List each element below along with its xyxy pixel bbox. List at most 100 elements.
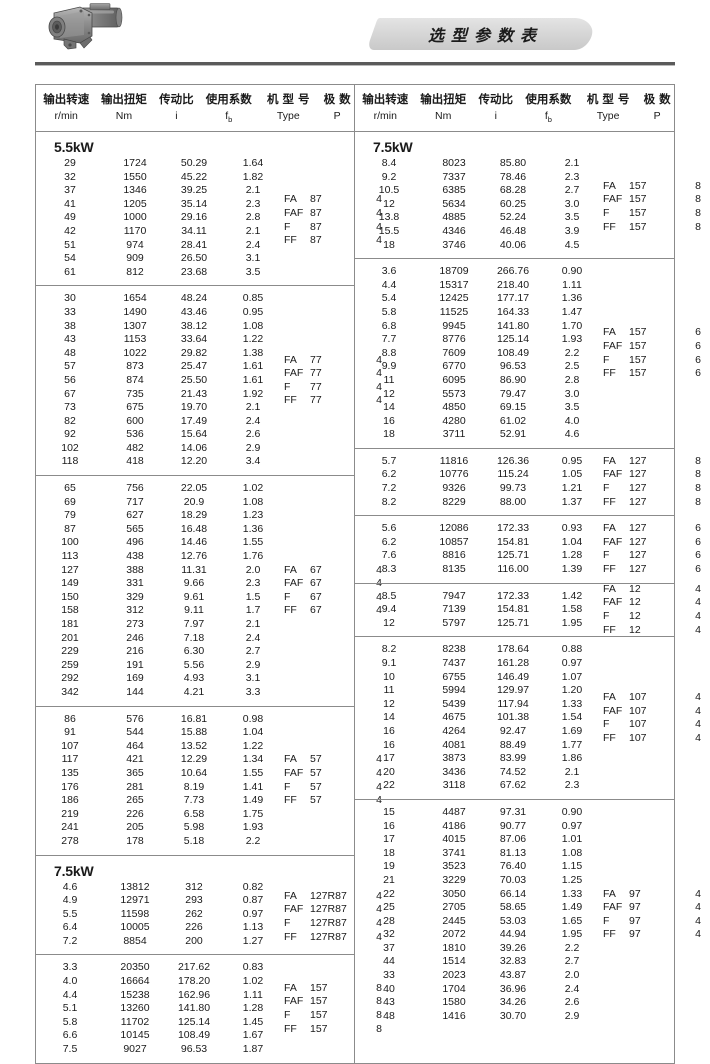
model-poles: 4 <box>695 582 701 595</box>
cell-output-torque: 312 <box>126 604 144 617</box>
data-rows: 86 576 16.81 0.98 91 544 15.88 1.04 107 464 13.52 1… <box>36 713 354 849</box>
cell-output-torque: 10857 <box>439 535 469 548</box>
cell-output-speed: 13.8 <box>378 211 400 224</box>
cell-ratio: 48.24 <box>180 292 208 305</box>
cell-ratio: 33.64 <box>180 333 208 346</box>
cell-output-speed: 17 <box>383 833 395 846</box>
model-prefix: FA <box>603 582 616 595</box>
cell-service-factor: 1.64 <box>242 157 264 169</box>
cell-ratio: 39.25 <box>180 184 208 197</box>
table-row: 67 735 21.43 1.92 <box>36 388 354 402</box>
cell-output-torque: 812 <box>126 265 144 278</box>
table-row: 6.4 10005 226 1.13 <box>36 921 354 935</box>
table-row: 176 281 8.19 1.41 <box>36 781 354 795</box>
cell-output-torque: 717 <box>126 495 144 508</box>
model-prefix: F <box>603 549 610 562</box>
cell-ratio: 60.25 <box>499 197 527 210</box>
cell-output-torque: 281 <box>126 780 144 793</box>
table-row: 9.1 7437 161.28 0.97 <box>355 657 674 671</box>
cell-service-factor: 1.02 <box>242 482 264 495</box>
model-prefix: FF <box>603 495 616 508</box>
cell-output-speed: 11 <box>383 373 395 386</box>
cell-output-speed: 49 <box>64 211 76 224</box>
cell-output-speed: 32 <box>64 170 76 183</box>
cell-service-factor: 1.36 <box>242 522 264 535</box>
table-row: 82 600 17.49 2.4 <box>36 415 354 429</box>
cell-output-speed: 186 <box>61 794 79 807</box>
cell-service-factor: 2.3 <box>245 197 261 210</box>
cell-ratio: 125.14 <box>177 1015 211 1028</box>
model-size: 97 <box>629 914 641 927</box>
cell-output-torque: 2445 <box>442 914 466 927</box>
cell-output-speed: 241 <box>61 821 79 834</box>
table-row: 56 874 25.50 1.61 <box>36 374 354 388</box>
cell-service-factor: 2.6 <box>245 428 261 441</box>
cell-output-speed: 201 <box>61 631 79 644</box>
cell-output-speed: 69 <box>64 495 76 508</box>
model-prefix: F <box>603 718 610 731</box>
model-size: 157 <box>629 220 647 233</box>
table-column-left: 输出转速 输出扭矩 传动比 使用系数 机 型 号极 数 r/min Nm i fb Type P 5.… <box>36 85 382 1063</box>
cell-output-speed: 292 <box>61 672 79 685</box>
cell-output-speed: 6.2 <box>381 468 397 481</box>
cell-service-factor: 0.85 <box>242 292 264 305</box>
header-model-en: Type <box>596 110 620 122</box>
cell-ratio: 146.49 <box>496 670 530 683</box>
table-header-cn: 输出转速 输出扭矩 传动比 使用系数机 型 号极 数 <box>355 91 674 107</box>
cell-service-factor: 0.97 <box>561 657 583 669</box>
cell-service-factor: 2.1 <box>245 184 261 197</box>
model-size: 57 <box>310 780 322 793</box>
header-poles-symbol: P <box>333 110 341 122</box>
cell-output-speed: 342 <box>61 685 79 698</box>
cell-service-factor: 4.5 <box>564 238 580 251</box>
cell-output-speed: 11 <box>383 684 395 697</box>
cell-service-factor: 1.07 <box>561 670 583 683</box>
model-poles: 4 <box>695 690 701 703</box>
cell-ratio: 97.31 <box>499 805 527 818</box>
table-row: 118 418 12.20 3.4 <box>36 455 354 469</box>
model-poles: 4 <box>376 794 382 807</box>
model-size: 87 <box>310 193 322 206</box>
cell-service-factor: 2.3 <box>564 779 580 792</box>
cell-output-speed: 44 <box>383 955 395 968</box>
table-row: 10 6755 146.49 1.07 <box>355 671 674 685</box>
cell-service-factor: 1.22 <box>242 333 264 346</box>
model-prefix: FF <box>603 623 616 636</box>
cell-ratio: 312 <box>185 880 203 893</box>
cell-service-factor: 1.75 <box>242 807 264 820</box>
cell-output-speed: 86 <box>64 712 76 725</box>
cell-output-speed: 7.7 <box>381 333 397 346</box>
table-row: 186 265 7.73 1.49 <box>36 794 354 808</box>
cell-output-speed: 9.2 <box>381 170 397 183</box>
model-row: FF 97 4 <box>603 928 710 942</box>
cell-ratio: 85.80 <box>499 157 527 169</box>
model-prefix: FA <box>603 454 616 467</box>
model-row: F 157 8 <box>603 207 710 221</box>
model-size: 57 <box>310 794 322 807</box>
cell-ratio: 178.64 <box>496 643 530 656</box>
table-row: 7.2 8854 200 1.27 <box>36 935 354 949</box>
cell-ratio: 52.24 <box>499 211 527 224</box>
table-row: 43 1153 33.64 1.22 <box>36 333 354 347</box>
cell-output-torque: 3741 <box>442 846 466 859</box>
cell-output-speed: 5.8 <box>381 305 397 318</box>
data-rows: 3.6 18709 266.76 0.90 4.4 15317 218.40 1.11 5.4 1… <box>355 265 674 442</box>
model-poles: 4 <box>695 887 701 900</box>
cell-output-torque: 273 <box>126 618 144 630</box>
spec-table: 输出转速 输出扭矩 传动比 使用系数机 型 号极 数 r/min Nm i fb Type P 5.… <box>35 84 701 1064</box>
cell-output-torque: 627 <box>126 509 144 522</box>
model-size: 107 <box>629 690 647 703</box>
header-output-speed-unit: r/min <box>373 110 397 122</box>
model-prefix: FA <box>603 326 616 339</box>
model-poles: 8 <box>695 468 701 481</box>
model-poles: 4 <box>695 623 701 636</box>
table-row: 117 421 12.29 1.34 <box>36 753 354 767</box>
cell-output-speed: 65 <box>64 482 76 495</box>
model-poles: 4 <box>376 367 382 380</box>
model-row: F 127 6 <box>603 549 710 563</box>
cell-output-torque: 874 <box>126 373 144 386</box>
model-size: 12 <box>629 610 641 623</box>
cell-service-factor: 1.41 <box>242 780 264 793</box>
cell-service-factor: 3.5 <box>564 401 580 414</box>
model-prefix: FA <box>284 889 297 902</box>
